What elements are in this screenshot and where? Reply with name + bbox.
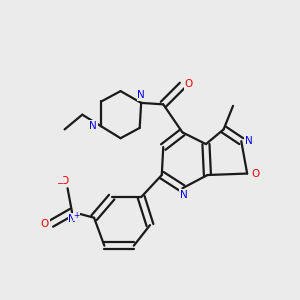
Text: N: N <box>137 90 145 100</box>
Text: N: N <box>89 121 97 130</box>
Text: O: O <box>41 219 49 229</box>
Text: −: − <box>56 178 63 187</box>
Text: +: + <box>74 211 80 220</box>
Text: N: N <box>245 136 253 146</box>
Text: O: O <box>61 176 69 186</box>
Text: O: O <box>251 169 260 178</box>
Text: N: N <box>180 190 188 200</box>
Text: N: N <box>68 214 76 224</box>
Text: O: O <box>185 79 193 89</box>
